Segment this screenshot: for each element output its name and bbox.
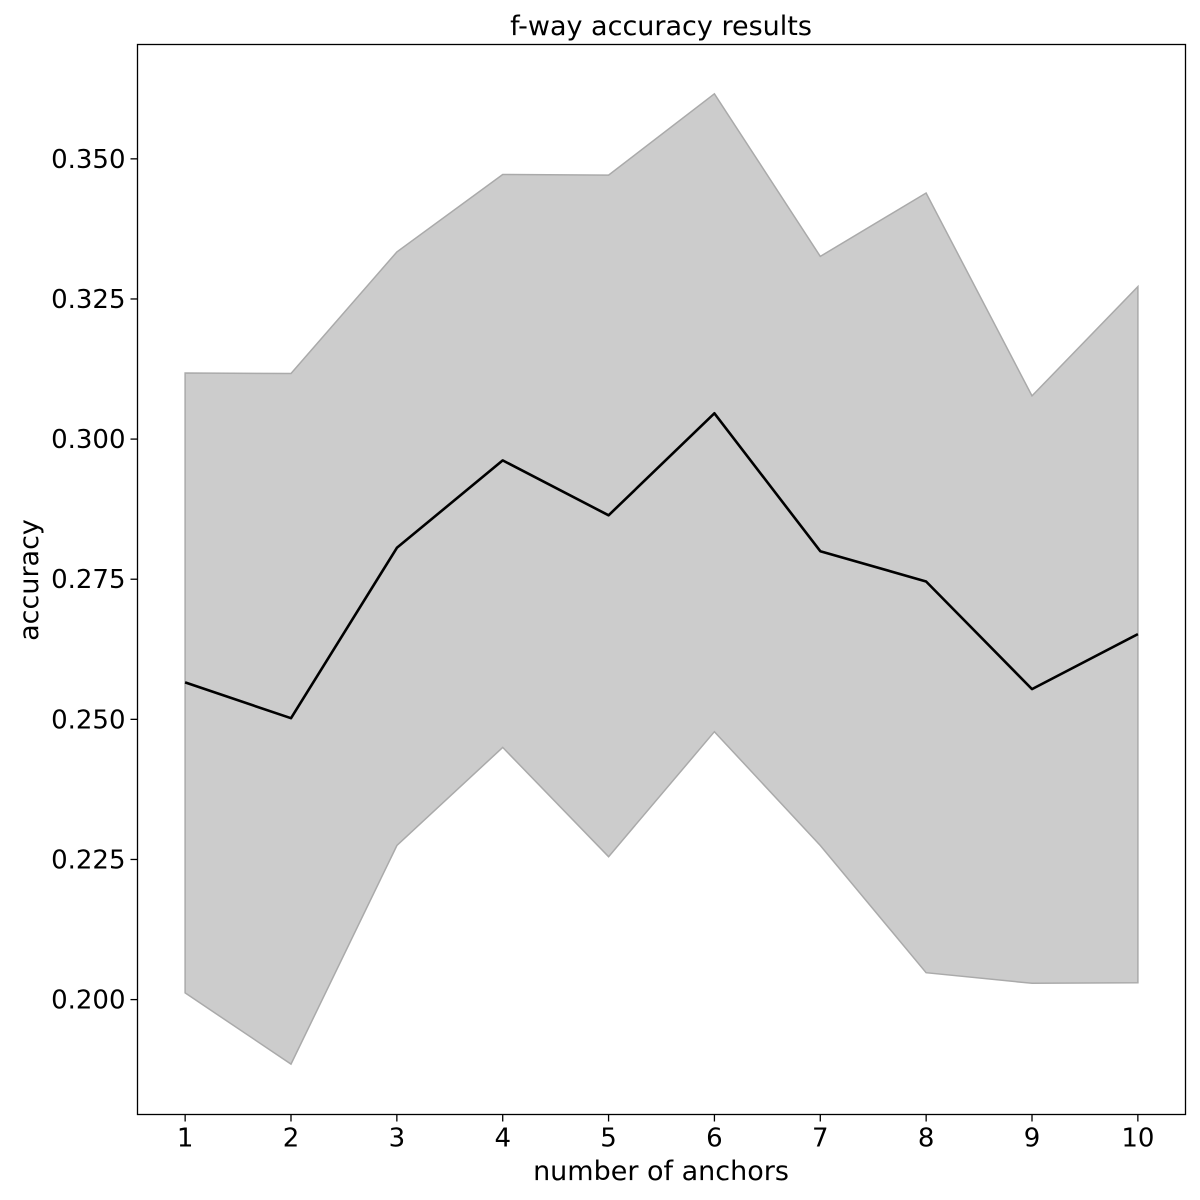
plot-area (184, 92, 1139, 1066)
x-tick-label: 8 (918, 1124, 935, 1154)
y-axis-label: accuracy (14, 519, 45, 641)
y-tick-label: 0.350 (51, 145, 125, 175)
series-line (184, 411, 1139, 720)
x-tick-label: 9 (1024, 1124, 1041, 1154)
x-axis-label: number of anchors (533, 1156, 789, 1187)
y-tick-label: 0.200 (51, 986, 125, 1016)
x-tick-label: 7 (812, 1124, 829, 1154)
x-tick-label: 2 (283, 1124, 300, 1154)
x-axis: 1 2 3 4 5 6 7 8 9 10 (177, 1114, 1154, 1154)
chart-title: f-way accuracy results (510, 11, 812, 42)
x-tick-label: 6 (706, 1124, 723, 1154)
x-tick-label: 1 (177, 1124, 194, 1154)
x-tick-label: 10 (1121, 1124, 1154, 1154)
y-tick-label: 0.300 (51, 425, 125, 455)
x-tick-label: 4 (494, 1124, 511, 1154)
y-tick-label: 0.325 (51, 285, 125, 315)
y-tick-label: 0.250 (51, 705, 125, 735)
y-tick-label: 0.225 (51, 845, 125, 875)
x-tick-label: 3 (389, 1124, 406, 1154)
x-tick-label: 5 (600, 1124, 617, 1154)
confidence-band (184, 92, 1139, 1066)
y-tick-label: 0.275 (51, 565, 125, 595)
y-axis: 0.200 0.225 0.250 0.275 0.300 0.325 0.350 (51, 145, 138, 1016)
